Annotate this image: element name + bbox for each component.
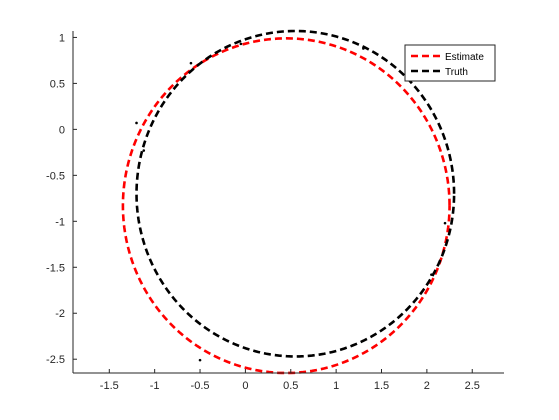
- plot-area: [73, 31, 504, 373]
- x-tick-label: -1: [150, 380, 160, 392]
- series-line-estimate: [121, 37, 451, 375]
- x-tick-label: 2.5: [465, 380, 480, 392]
- y-tick-label: -0.5: [46, 170, 65, 182]
- x-tick-label: 1.5: [374, 380, 389, 392]
- legend: Estimate Truth: [404, 44, 496, 82]
- y-tick-label: -2: [55, 308, 65, 320]
- scatter-point: [189, 61, 193, 65]
- y-tick-label: 1: [59, 32, 65, 44]
- series-line-truth: [135, 29, 456, 358]
- scatter-point: [362, 47, 365, 50]
- scatter-point: [142, 149, 146, 152]
- y-tick-label: -1.5: [46, 262, 65, 274]
- x-tick-label: -1.5: [100, 380, 119, 392]
- scatter-point: [135, 121, 138, 125]
- x-tick-label: -0.5: [191, 380, 210, 392]
- scatter-point: [443, 221, 447, 225]
- x-tick-label: 0.5: [283, 380, 298, 392]
- y-tick-label: -2.5: [46, 354, 65, 366]
- legend-label-truth: Truth: [445, 67, 468, 78]
- scatter-points-layer: [135, 42, 447, 362]
- x-tick-label: 2: [424, 380, 430, 392]
- legend-label-estimate: Estimate: [445, 52, 484, 63]
- scatter-point: [430, 273, 433, 276]
- legend-box: [404, 44, 496, 82]
- y-tick-label: 0: [59, 124, 65, 136]
- y-tick-label: 0.5: [50, 78, 65, 90]
- scatter-point: [198, 358, 202, 362]
- series-layer: [121, 29, 456, 375]
- scatter-point: [239, 42, 243, 46]
- x-tick-label: 1: [333, 380, 339, 392]
- x-tick-label: 0: [242, 380, 248, 392]
- y-tick-label: -1: [55, 216, 65, 228]
- axes-layer: -1.5 -1 -0.5 0 0.5 1 1.5 2 2.5 1 0.5 0 -0.5 -1 -1.5 -2 -…: [46, 31, 504, 392]
